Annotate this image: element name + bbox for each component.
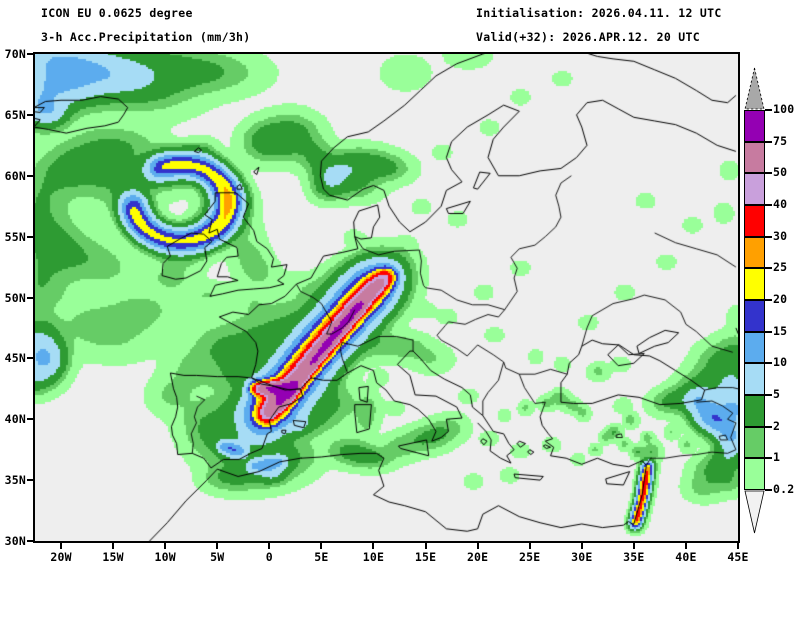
colorbar-tick-label: 2 [773, 418, 781, 433]
colorbar-tick [765, 299, 772, 301]
lon-tick [164, 543, 167, 549]
colorbar [744, 110, 765, 490]
colorbar-tick-label: 10 [773, 355, 788, 370]
lat-tick [27, 174, 33, 177]
lat-tick [27, 53, 33, 55]
lon-label: 5W [210, 550, 225, 564]
colorbar-tick [765, 267, 772, 270]
lon-label: 20E [466, 550, 489, 564]
colorbar-band [745, 300, 764, 332]
lon-tick [268, 543, 271, 549]
lon-label: 35E [623, 550, 645, 564]
lon-label: 40E [675, 550, 697, 564]
lon-tick [372, 543, 375, 549]
colorbar-tick [765, 330, 772, 333]
colorbar-band [745, 363, 764, 395]
colorbar-band [745, 173, 764, 205]
lat-tick [27, 479, 33, 482]
lon-tick [580, 543, 583, 549]
lon-label: 30E [571, 550, 593, 564]
colorbar-tick-label: 50 [773, 165, 788, 180]
lon-tick [737, 543, 739, 549]
lat-tick [27, 235, 33, 238]
colorbar-tick [765, 140, 772, 143]
lat-label: 40N [4, 412, 26, 427]
colorbar-band [745, 426, 764, 459]
colorbar-band [745, 205, 764, 237]
lat-label: 55N [4, 229, 26, 244]
colorbar-tick [765, 172, 772, 175]
colorbar-over-arrow [744, 67, 765, 110]
lat-label: 35N [4, 473, 26, 488]
lon-label: 15E [414, 550, 437, 564]
lat-tick [27, 296, 33, 299]
colorbar-tick [765, 425, 772, 428]
lon-tick [528, 543, 531, 549]
colorbar-band [745, 141, 764, 174]
lon-label: 15W [102, 550, 124, 564]
lon-label: 10W [154, 550, 176, 564]
initialisation-time: Initialisation: 2026.04.11. 12 UTC [476, 6, 722, 20]
colorbar-tick-label: 40 [773, 197, 788, 211]
lon-tick [216, 543, 219, 549]
colorbar-tick-label: 75 [773, 133, 788, 148]
lon-label: 45E [727, 550, 749, 564]
lon-tick [476, 543, 479, 549]
colorbar-band [745, 458, 764, 490]
colorbar-tick [765, 489, 772, 491]
field-title: 3-h Acc.Precipitation (mm/3h) [41, 30, 251, 44]
lon-label: 5E [314, 550, 329, 564]
lat-tick [27, 418, 33, 421]
lat-label: 60N [4, 168, 26, 183]
colorbar-band [745, 236, 764, 269]
lat-tick [27, 357, 33, 360]
colorbar-band [745, 395, 764, 427]
colorbar-tick [765, 235, 772, 238]
colorbar-tick-label: 1 [773, 450, 781, 465]
lat-label: 50N [4, 290, 26, 305]
colorbar-band [745, 268, 764, 300]
colorbar-under-arrow [744, 490, 765, 534]
lon-tick [684, 543, 687, 549]
lon-label: 25E [519, 550, 541, 564]
colorbar-tick-label: 0.2 [773, 482, 795, 496]
colorbar-tick-label: 100 [773, 102, 795, 116]
colorbar-band [745, 331, 764, 364]
lat-label: 30N [4, 534, 26, 548]
lon-tick [320, 543, 323, 549]
colorbar-tick-label: 20 [773, 292, 788, 306]
colorbar-tick-label: 5 [773, 387, 781, 401]
map-frame [33, 52, 740, 543]
colorbar-tick [765, 394, 772, 396]
colorbar-tick-label: 25 [773, 260, 788, 275]
colorbar-tick [765, 204, 772, 206]
colorbar-tick [765, 109, 772, 111]
lon-tick [112, 543, 115, 549]
colorbar-band [745, 110, 764, 142]
valid-time: Valid(+32): 2026.APR.12. 20 UTC [476, 30, 700, 44]
colorbar-tick-label: 30 [773, 228, 788, 243]
lat-tick [27, 113, 33, 116]
lon-label: 0 [265, 550, 273, 564]
model-title: ICON EU 0.0625 degree [41, 6, 193, 20]
lon-label: 20W [50, 550, 72, 564]
lon-label: 10E [362, 550, 385, 564]
lat-label: 45N [4, 351, 26, 366]
lat-label: 65N [4, 107, 26, 122]
precipitation-map [35, 54, 738, 541]
lon-tick [632, 543, 635, 549]
lat-label: 70N [4, 47, 26, 61]
colorbar-tick-label: 15 [773, 323, 788, 338]
lat-tick [27, 540, 33, 542]
colorbar-tick [765, 362, 772, 365]
lon-tick [60, 543, 63, 549]
lon-tick [424, 543, 427, 549]
colorbar-tick [765, 457, 772, 460]
